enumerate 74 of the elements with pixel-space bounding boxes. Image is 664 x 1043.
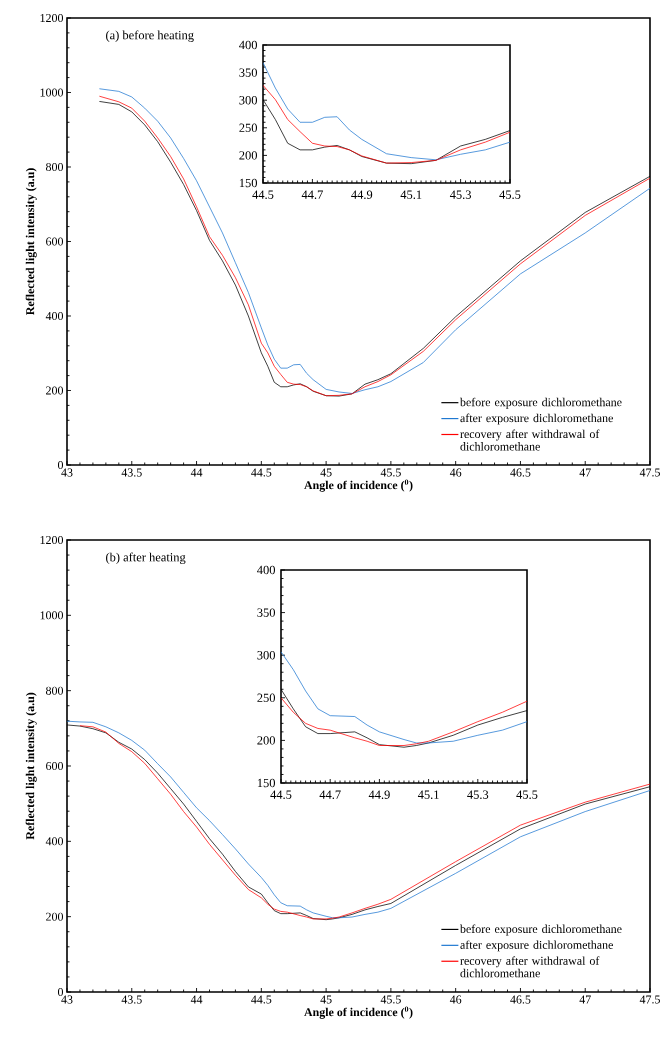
y-tick-label: 600 xyxy=(46,761,64,771)
x-tick-label: 45.3 xyxy=(450,190,472,199)
x-tick-label: 47 xyxy=(579,468,591,477)
y-tick-label: 1200 xyxy=(40,13,64,23)
y-tick-label: 1000 xyxy=(40,611,64,620)
x-tick-label: 44.5 xyxy=(270,790,292,799)
x-tick-label: 44 xyxy=(190,995,203,1004)
y-axis-title: Reflected light intensity (a.u) xyxy=(25,168,37,315)
x-tick-label: 46.5 xyxy=(510,995,531,1004)
y-tick-label: 400 xyxy=(239,40,258,50)
x-axis-title: Angle of incidence ($^{0}$) xyxy=(304,1006,413,1019)
x-tick-label: 44.9 xyxy=(368,790,390,799)
legend-label: after exposure dichloromethane xyxy=(460,940,614,952)
y-tick-label: 350 xyxy=(257,608,276,617)
x-tick-label: 45.5 xyxy=(516,790,538,799)
y-tick-label: 400 xyxy=(257,565,276,575)
x-tick-label: 45 xyxy=(320,995,332,1004)
y-axis-title: Reflected light intensity (a.u) xyxy=(25,692,37,840)
y-tick-label: 150 xyxy=(240,178,258,188)
annotation: (b) after heating xyxy=(106,552,186,565)
x-tick-label: 46 xyxy=(450,995,462,1004)
x-tick-label: 43 xyxy=(61,995,73,1004)
y-tick-label: 800 xyxy=(46,162,64,172)
legend-label: before exposure dichloromethane xyxy=(460,924,622,936)
x-tick-label: 45.5 xyxy=(380,468,401,477)
x-tick-label: 46.5 xyxy=(510,468,531,477)
y-tick-label: 0 xyxy=(58,460,64,470)
y-tick-label: 600 xyxy=(46,237,64,246)
x-tick-label: 44 xyxy=(190,468,203,477)
y-tick-label: 350 xyxy=(239,68,258,77)
y-tick-label: 0 xyxy=(58,987,64,997)
x-tick-label: 45 xyxy=(320,468,332,477)
y-tick-label: 300 xyxy=(257,650,276,660)
x-tick-label: 45.1 xyxy=(418,790,439,799)
legend-label: recovery after withdrawal of dichloromethane xyxy=(460,956,600,978)
x-tick-label: 44.7 xyxy=(301,190,324,199)
line-series xyxy=(281,697,528,746)
x-tick-label: 46 xyxy=(450,468,462,477)
line-series xyxy=(263,62,511,161)
y-tick-label: 150 xyxy=(258,778,276,788)
legend-label: before exposure dichloromethane xyxy=(460,397,622,409)
y-tick-label: 300 xyxy=(239,95,258,105)
y-tick-label: 200 xyxy=(46,912,64,921)
x-tick-label: 43.5 xyxy=(121,468,142,477)
y-tick-label: 200 xyxy=(239,151,258,160)
line-series xyxy=(263,84,511,164)
x-tick-label: 43.5 xyxy=(121,995,142,1004)
y-tick-label: 250 xyxy=(257,693,276,702)
x-tick-label: 45.5 xyxy=(499,190,521,199)
y-tick-label: 1000 xyxy=(40,88,64,97)
y-tick-label: 200 xyxy=(46,386,64,395)
x-tick-label: 44.9 xyxy=(351,190,373,199)
y-tick-label: 800 xyxy=(46,686,64,695)
x-tick-label: 44.7 xyxy=(319,790,341,799)
y-tick-label: 400 xyxy=(45,837,64,846)
x-axis-title: Angle of incidence ($^{0}$) xyxy=(304,479,413,492)
annotation: (a) before heating xyxy=(106,30,194,42)
y-tick-label: 250 xyxy=(239,123,258,132)
line-series xyxy=(281,651,528,744)
x-tick-label: 47 xyxy=(579,995,591,1004)
legend-label: after exposure dichloromethane xyxy=(460,413,614,425)
x-tick-label: 43 xyxy=(61,468,73,477)
legend-label: recovery after withdrawal of dichloromethane xyxy=(460,429,600,451)
x-tick-label: 44.5 xyxy=(251,995,272,1004)
x-tick-label: 44.5 xyxy=(252,190,274,199)
x-tick-label: 45.3 xyxy=(467,790,489,799)
x-tick-label: 44.5 xyxy=(251,468,272,477)
x-tick-label: 47.5 xyxy=(639,995,661,1004)
x-tick-label: 45.1 xyxy=(400,190,422,199)
y-tick-label: 1200 xyxy=(40,535,64,545)
y-tick-label: 400 xyxy=(45,311,64,321)
y-tick-label: 200 xyxy=(257,736,276,745)
x-tick-label: 45.5 xyxy=(380,995,401,1004)
x-tick-label: 47.5 xyxy=(639,468,661,477)
